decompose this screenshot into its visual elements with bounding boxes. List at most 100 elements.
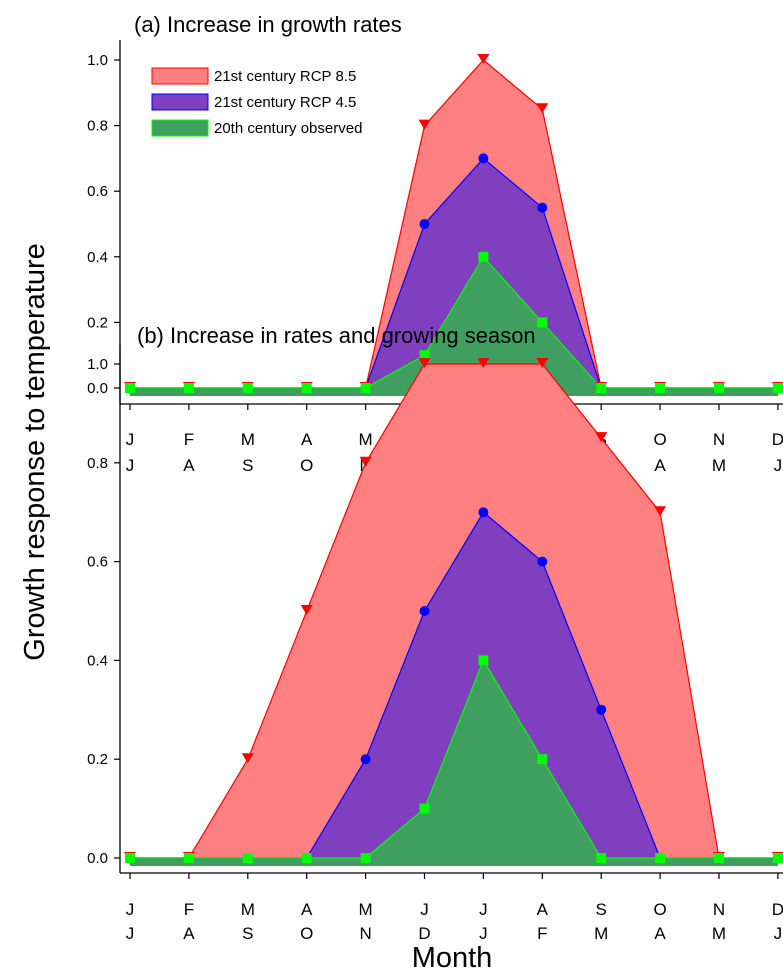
x-tick-label-month: D: [772, 900, 783, 919]
x-axis-title: Month: [412, 942, 493, 974]
data-point-0-6: [477, 54, 490, 64]
y-tick-label: 0.0: [87, 380, 108, 397]
x-tick-label-month: J: [420, 900, 429, 919]
x-tick-label-month-southern: J: [126, 456, 135, 475]
data-point-0-9: [654, 506, 667, 517]
y-axis-title: Growth response to temperature: [19, 243, 51, 660]
data-point-2-7: [537, 317, 548, 328]
data-point-2-1: [183, 853, 194, 863]
data-point-2-6: [478, 655, 489, 666]
x-tick-label-month: J: [479, 900, 488, 919]
y-tick-label: 0.4: [87, 652, 108, 669]
data-point-0-4: [359, 456, 372, 467]
data-point-0-8: [595, 432, 608, 443]
x-tick-label-month: F: [184, 430, 194, 449]
y-tick-label: 0.6: [87, 183, 108, 200]
y-tick-label: 0.8: [87, 455, 108, 472]
y-tick-label: 0.2: [87, 751, 108, 768]
data-point-2-5: [419, 803, 430, 814]
data-point-2-9: [655, 383, 666, 393]
x-tick-label-month: J: [126, 900, 135, 919]
data-point-0-6: [477, 358, 490, 368]
data-point-2-8: [596, 853, 607, 863]
data-point-0-5: [418, 119, 431, 130]
data-point-1-8: [596, 704, 607, 715]
data-point-2-2: [242, 383, 253, 393]
y-tick-label: 1.0: [87, 52, 108, 69]
x-tick-label-month-southern: N: [359, 924, 371, 943]
legend-swatch-0: [151, 67, 209, 85]
data-point-2-7: [537, 754, 548, 765]
data-point-1-5: [419, 219, 430, 229]
x-tick-label-month: F: [184, 900, 194, 919]
x-tick-label-month-southern: J: [126, 924, 135, 943]
legend-label-2: 20th century observed: [214, 120, 362, 137]
data-point-2-3: [301, 853, 312, 863]
x-tick-label-month-southern: A: [183, 456, 195, 475]
legend-swatch-2: [151, 119, 209, 137]
area-1: [130, 512, 778, 866]
data-point-1-7: [537, 556, 548, 567]
data-point-1-5: [419, 606, 430, 616]
x-tick-label-month: A: [301, 430, 313, 449]
y-tick-label: 0.6: [87, 554, 108, 571]
data-point-1-4: [360, 754, 371, 765]
data-point-2-4: [360, 853, 371, 863]
x-tick-label-month-southern: A: [654, 924, 666, 943]
x-tick-label-month-southern: S: [242, 456, 253, 475]
data-point-0-3: [300, 605, 313, 615]
data-point-2-10: [714, 383, 724, 393]
series-line-0: [130, 363, 778, 859]
x-tick-label-month-southern: O: [300, 456, 313, 475]
chart-title: (a) Increase in growth rates: [134, 12, 402, 37]
x-tick-label-month: O: [653, 430, 666, 449]
data-point-2-0: [125, 853, 135, 863]
y-tick-label: 1.0: [87, 356, 108, 373]
x-tick-label-month-southern: S: [242, 924, 253, 943]
x-tick-label-month: O: [653, 900, 666, 919]
data-point-2-1: [183, 383, 194, 393]
x-tick-label-month: A: [537, 900, 549, 919]
data-point-2-5: [419, 350, 430, 361]
x-tick-label-month: M: [359, 900, 373, 919]
data-point-2-9: [655, 853, 666, 863]
data-point-2-4: [360, 383, 371, 393]
x-tick-label-month: S: [596, 900, 607, 919]
data-point-1-6: [478, 153, 489, 164]
y-tick-label: 0.4: [87, 249, 108, 266]
x-tick-label-month: M: [241, 900, 255, 919]
data-point-0-7: [536, 358, 549, 368]
data-point-2-11: [772, 383, 783, 393]
x-tick-label-month: N: [713, 430, 725, 449]
x-tick-label-month-southern: M: [712, 456, 726, 475]
x-tick-label-month-southern: M: [712, 924, 726, 943]
legend-swatch-1: [151, 93, 209, 111]
area-2: [130, 256, 778, 396]
x-tick-label-month: M: [241, 430, 255, 449]
area-1: [130, 158, 778, 396]
data-point-2-8: [596, 383, 607, 393]
data-point-0-2: [241, 753, 254, 764]
data-point-2-11: [772, 853, 783, 863]
x-tick-label-month-southern: F: [537, 924, 547, 943]
x-tick-label-month: A: [301, 900, 313, 919]
y-tick-label: 0.0: [87, 850, 108, 867]
data-point-2-6: [478, 251, 489, 262]
x-tick-label-month-southern: O: [300, 924, 313, 943]
x-tick-label-month-southern: A: [183, 924, 195, 943]
data-point-2-10: [714, 853, 724, 863]
x-tick-label-month-southern: M: [594, 924, 608, 943]
x-tick-label-month-southern: J: [774, 924, 783, 943]
x-tick-label-month-southern: A: [654, 456, 666, 475]
y-tick-label: 0.2: [87, 314, 108, 331]
legend: 21st century RCP 8.5 21st century RCP 4.5…: [151, 67, 362, 137]
x-tick-label-month: D: [772, 430, 783, 449]
legend-label-1: 21st century RCP 4.5: [214, 94, 356, 111]
data-point-0-7: [536, 103, 549, 114]
x-tick-label-month: N: [713, 900, 725, 919]
data-point-2-2: [242, 853, 253, 863]
data-point-2-3: [301, 383, 312, 393]
series-line-2: [130, 659, 778, 859]
x-tick-label-month: M: [359, 430, 373, 449]
